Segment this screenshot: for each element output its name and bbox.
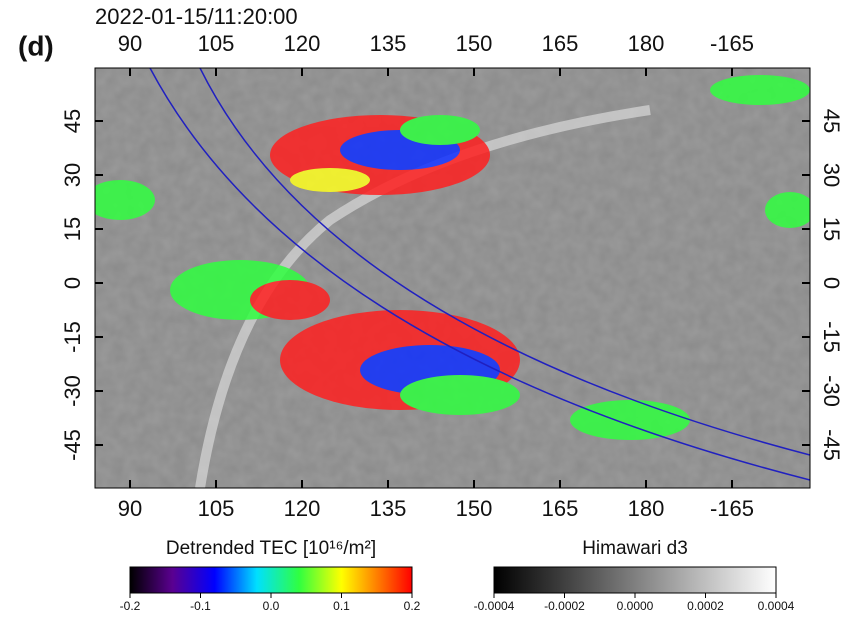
- lon-label: 180: [628, 496, 665, 521]
- lat-label: -15: [819, 321, 844, 353]
- lon-label: 105: [198, 496, 235, 521]
- colorbar-title: Himawari d3: [582, 538, 688, 559]
- colorbar-tick-label: 0.0000: [617, 599, 654, 613]
- lon-label: -165: [710, 31, 754, 56]
- colorbar-tick-label: -0.0002: [544, 599, 585, 613]
- lat-label: 15: [819, 217, 844, 241]
- colorbar-tick-label: 0.1: [333, 599, 350, 613]
- lat-label: 30: [819, 163, 844, 187]
- lat-label: -45: [60, 429, 85, 461]
- lat-label: -30: [60, 375, 85, 407]
- timestamp: 2022-01-15/11:20:00: [95, 4, 298, 29]
- lat-label: 45: [60, 109, 85, 133]
- lat-label: 45: [819, 109, 844, 133]
- colorbar-tick-label: -0.2: [120, 599, 141, 613]
- lat-label: 30: [60, 163, 85, 187]
- lat-label: 0: [60, 277, 85, 289]
- colorbar-tick-label: 0.2: [404, 599, 421, 613]
- lat-label: -15: [60, 321, 85, 353]
- colorbar-tick-label: 0.0: [263, 599, 280, 613]
- colorbar-tick-label: 0.0004: [758, 599, 795, 613]
- lat-label: 0: [819, 277, 844, 289]
- map: [85, 68, 815, 488]
- colorbar: [130, 567, 412, 593]
- lon-label: 120: [284, 31, 321, 56]
- lon-label: 120: [284, 496, 321, 521]
- colorbar: [494, 567, 776, 593]
- colorbar-tick-label: 0.0002: [687, 599, 724, 613]
- colorbar-tick-label: -0.0004: [474, 599, 515, 613]
- lon-label: 90: [118, 31, 142, 56]
- lat-label: 15: [60, 217, 85, 241]
- lon-label: 150: [456, 31, 493, 56]
- lon-label: 135: [370, 496, 407, 521]
- lon-label: 165: [542, 31, 579, 56]
- lat-label: -30: [819, 375, 844, 407]
- colorbar-tick-label: -0.1: [190, 599, 211, 613]
- lon-label: 180: [628, 31, 665, 56]
- figure: (d) 2022-01-15/11:20:00 90 90 105 105 120 120…: [0, 0, 858, 618]
- lat-label: -45: [819, 429, 844, 461]
- lon-label: 90: [118, 496, 142, 521]
- lon-label: 105: [198, 31, 235, 56]
- lon-label: 165: [542, 496, 579, 521]
- lon-label: 150: [456, 496, 493, 521]
- panel-label: (d): [18, 30, 54, 61]
- lon-label: -165: [710, 496, 754, 521]
- colorbar-title: Detrended TEC [10¹⁶/m²]: [166, 538, 376, 559]
- lon-label: 135: [370, 31, 407, 56]
